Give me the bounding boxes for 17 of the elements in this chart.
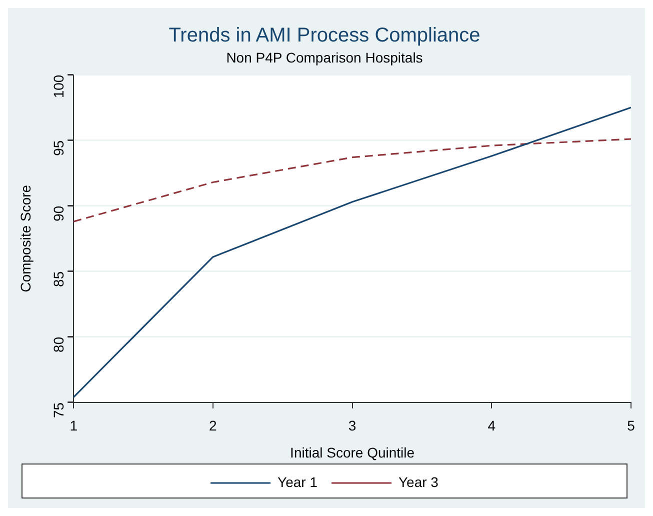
y-tick-label: 95 bbox=[50, 140, 66, 156]
x-tick-label: 4 bbox=[488, 418, 496, 434]
x-tick-label: 3 bbox=[348, 418, 356, 434]
y-tick-label: 100 bbox=[50, 74, 66, 98]
x-axis-title: Initial Score Quintile bbox=[290, 444, 415, 460]
legend-label: Year 1 bbox=[278, 474, 318, 490]
chart-title: Trends in AMI Process Compliance bbox=[168, 24, 480, 47]
x-tick-label: 2 bbox=[209, 418, 218, 434]
y-tick-label: 85 bbox=[50, 271, 66, 287]
y-tick-label: 90 bbox=[50, 206, 66, 222]
legend-label: Year 3 bbox=[398, 474, 439, 490]
y-axis-title: Composite Score bbox=[17, 184, 34, 292]
chart-subtitle: Non P4P Comparison Hospitals bbox=[226, 49, 423, 66]
x-tick-label: 1 bbox=[70, 418, 78, 434]
y-tick-label: 80 bbox=[50, 336, 66, 352]
x-tick-label: 5 bbox=[627, 418, 636, 434]
y-tick-label: 75 bbox=[50, 402, 66, 418]
